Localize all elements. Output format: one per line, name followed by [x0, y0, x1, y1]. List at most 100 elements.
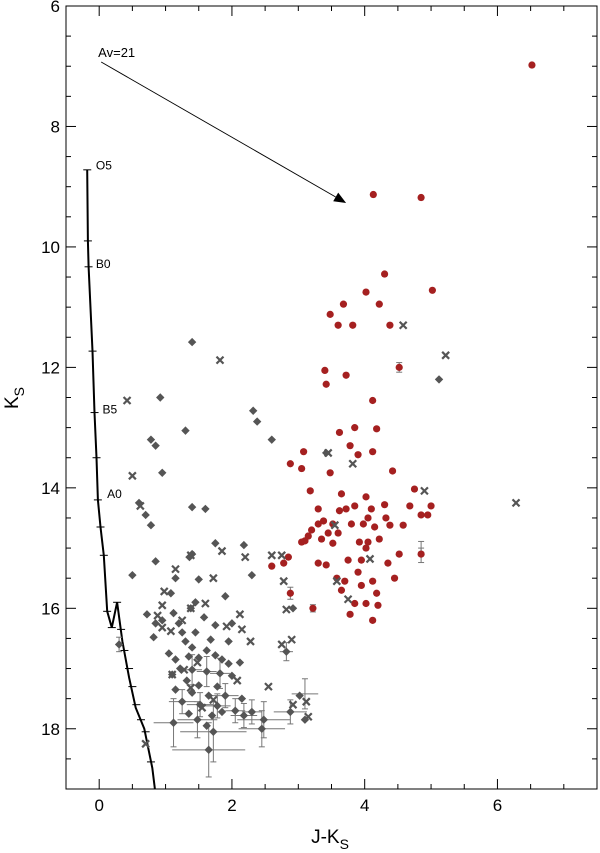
data-point-circle — [427, 502, 435, 510]
data-point-circle — [417, 511, 425, 519]
y-tick-label: 10 — [41, 238, 60, 257]
data-point-cross — [179, 665, 189, 675]
data-point-circle — [428, 286, 436, 294]
x-tick-label: 0 — [94, 796, 103, 815]
x-axis-label-subscript: S — [340, 836, 349, 852]
data-point-diamond — [227, 671, 237, 680]
data-point-diamond — [151, 619, 160, 628]
data-point-diamond — [217, 707, 227, 717]
data-point-diamond — [193, 715, 202, 724]
data-point-circle — [362, 288, 370, 296]
data-point-circle — [347, 520, 356, 528]
data-point-diamond — [191, 628, 200, 637]
error-bars — [116, 362, 425, 778]
data-point-diamond — [202, 721, 211, 730]
data-point-cross — [232, 676, 242, 685]
y-tick-label: 14 — [41, 479, 60, 498]
data-point-diamond — [207, 711, 217, 720]
data-point-cross — [167, 670, 177, 679]
data-point-diamond — [224, 637, 233, 646]
data-point-circle — [322, 561, 330, 569]
data-point-diamond — [184, 652, 193, 661]
data-point-cross — [122, 396, 132, 405]
data-point-circle — [355, 538, 363, 546]
data-point-cross — [166, 626, 176, 636]
data-point-diamond — [177, 628, 187, 637]
data-point-circle — [395, 363, 403, 371]
data-point-circle — [324, 529, 332, 537]
data-point-circle — [301, 537, 309, 545]
data-point-cross — [282, 605, 291, 614]
data-point-diamond — [288, 604, 298, 613]
data-point-circle — [369, 616, 377, 624]
data-point-diamond — [321, 448, 331, 458]
data-point-diamond — [202, 646, 211, 655]
data-point-cross — [128, 471, 137, 481]
data-point-cross — [159, 587, 169, 596]
data-point-circle — [386, 521, 394, 529]
y-axis-label-main: K — [2, 396, 23, 409]
data-point-cross — [420, 486, 429, 496]
data-point-cross — [222, 622, 231, 631]
data-point-diamond — [247, 570, 257, 580]
data-point-circle — [335, 428, 344, 437]
data-point-diamond — [169, 608, 178, 618]
reddening-vector-line — [100, 61, 336, 198]
data-point-diamond — [182, 676, 192, 685]
data-point-diamond — [199, 613, 209, 622]
data-point-circle — [314, 520, 322, 528]
data-point-cross — [277, 640, 286, 649]
data-point-circle — [351, 599, 359, 608]
data-point-circle — [317, 535, 326, 543]
data-point-diamond — [224, 659, 233, 668]
data-point-diamond — [146, 435, 156, 444]
data-point-circle — [384, 559, 392, 567]
data-point-diamond — [171, 573, 180, 583]
data-point-diamond — [211, 620, 220, 630]
data-point-cross — [235, 610, 245, 619]
data-point-circle — [326, 310, 334, 318]
data-point-circle — [344, 556, 352, 564]
data-point-circle — [369, 577, 377, 585]
data-point-cross — [301, 697, 311, 706]
data-point-cross — [215, 355, 225, 365]
data-point-cross — [441, 351, 450, 360]
data-point-circle — [424, 511, 432, 519]
data-point-diamond — [231, 706, 240, 715]
data-point-diamond — [215, 669, 225, 678]
data-point-diamond — [171, 685, 180, 694]
data-point-circle — [335, 507, 344, 515]
data-point-circle — [367, 505, 375, 513]
data-point-cross — [332, 576, 342, 586]
data-point-circle — [286, 460, 294, 468]
data-point-diamond — [114, 640, 124, 649]
spectral-type-label: A0 — [107, 487, 122, 501]
data-point-circle — [306, 487, 314, 495]
data-point-circle — [314, 505, 322, 513]
data-point-circle — [359, 520, 367, 528]
data-point-circle — [322, 380, 330, 388]
data-point-circle — [298, 464, 306, 473]
data-point-diamond — [151, 557, 160, 566]
data-point-diamond — [181, 637, 190, 646]
data-point-diamond — [156, 393, 165, 402]
data-point-diamond — [146, 520, 156, 530]
data-point-diamond — [235, 658, 245, 667]
data-point-diamond — [221, 592, 230, 601]
data-point-circle — [342, 505, 350, 513]
data-point-diamond — [187, 337, 197, 347]
data-point-circle — [386, 321, 394, 329]
data-point-circle — [390, 574, 399, 582]
data-point-circle — [381, 270, 389, 278]
data-point-circle — [375, 300, 383, 308]
data-point-diamond — [181, 426, 190, 435]
data-point-diamond — [158, 468, 167, 477]
data-point-circle — [373, 589, 381, 597]
data-point-circle — [364, 538, 372, 546]
data-point-cross — [201, 599, 210, 608]
x-axis-label: J-KS — [311, 827, 349, 852]
data-point-diamond — [164, 649, 174, 658]
x-axis-label-main: J-K — [311, 827, 340, 848]
data-point-diamond — [221, 691, 230, 700]
data-point-circle — [354, 568, 362, 576]
